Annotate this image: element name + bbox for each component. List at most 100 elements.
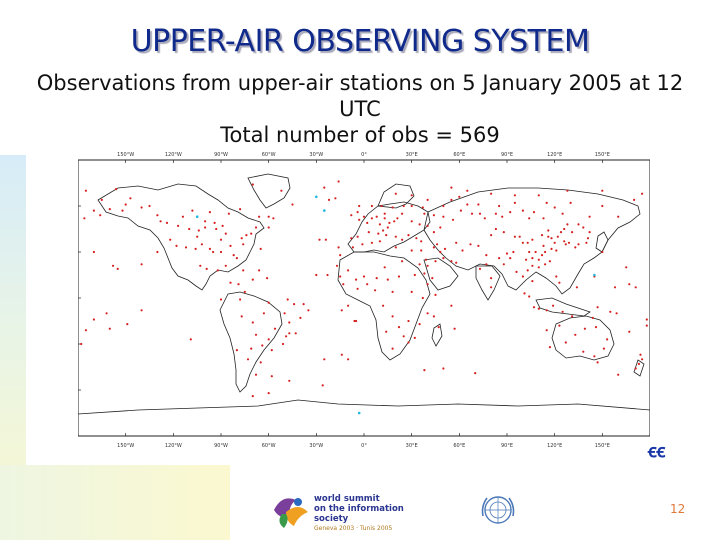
station-dot	[513, 235, 516, 238]
station-dot	[356, 287, 359, 290]
station-dot	[548, 260, 551, 263]
station-dot	[83, 217, 86, 220]
station-dot	[498, 257, 501, 260]
station-dot	[401, 238, 404, 241]
lon-tick-label-top: 60°W	[262, 152, 276, 158]
station-dot	[327, 198, 331, 201]
station-dot	[100, 198, 103, 201]
lon-tick-label-bottom: 90°E	[501, 443, 513, 448]
lon-tick-label-top: 90°W	[214, 152, 228, 158]
station-dot	[258, 269, 261, 272]
station-dot	[189, 338, 192, 341]
station-dot	[528, 250, 531, 254]
station-dot	[396, 217, 399, 220]
station-dot	[545, 329, 548, 332]
station-dot	[437, 326, 440, 329]
station-dot	[410, 249, 413, 252]
station-dot	[450, 186, 453, 189]
station-dot	[474, 372, 477, 375]
station-dot	[219, 250, 223, 254]
station-dot	[219, 298, 223, 301]
station-dot	[442, 257, 445, 260]
station-dot	[251, 278, 254, 281]
station-dot	[254, 333, 258, 336]
station-dot	[258, 215, 261, 218]
station-dot	[617, 373, 620, 376]
station-dot	[450, 304, 453, 307]
station-dot	[426, 224, 429, 227]
station-dot	[391, 206, 394, 209]
station-dot	[442, 215, 445, 218]
station-dot	[645, 318, 648, 321]
station-dot	[267, 392, 270, 395]
station-dot	[361, 243, 364, 246]
station-dot	[558, 324, 561, 327]
station-dot	[525, 258, 528, 261]
station-dot	[548, 346, 551, 349]
station-dot	[323, 358, 326, 361]
ecmwf-logo-icon: ꞓꞓ	[648, 441, 666, 462]
station-dot	[267, 226, 270, 229]
station-dot	[633, 198, 636, 201]
station-dot	[432, 214, 435, 217]
station-dot	[356, 235, 359, 238]
station-dot	[596, 306, 599, 309]
station-dot	[156, 250, 159, 254]
station-dot	[385, 234, 388, 237]
station-dot	[239, 208, 242, 211]
station-dot	[423, 212, 426, 215]
station-dot	[564, 341, 567, 344]
station-dot	[434, 260, 437, 263]
station-dot	[391, 315, 394, 318]
station-dot	[267, 338, 270, 341]
station-dot	[370, 204, 373, 208]
lon-tick-label-top: 30°W	[309, 152, 323, 158]
highlight-station-dot	[315, 195, 318, 199]
madagascar-outline	[431, 323, 443, 347]
station-dot	[426, 283, 429, 286]
station-dot	[358, 218, 361, 221]
station-dot	[490, 277, 493, 280]
station-dot	[485, 254, 488, 257]
station-dot	[367, 231, 370, 234]
india-outline	[475, 265, 501, 301]
station-dot	[450, 198, 453, 201]
station-dot	[601, 250, 604, 254]
station-dot	[594, 326, 598, 329]
station-dot	[175, 244, 178, 247]
station-dot	[523, 292, 526, 295]
station-dot	[204, 226, 207, 229]
station-dot	[383, 217, 386, 220]
north-america-outline	[97, 183, 265, 291]
subtitle-line-1: Observations from upper-air stations on …	[36, 71, 684, 95]
station-dot	[294, 332, 297, 335]
station-dot	[521, 275, 524, 278]
station-dot	[334, 197, 337, 200]
lon-tick-label-bottom: 30°W	[309, 443, 323, 448]
station-dot	[232, 254, 235, 257]
station-dot	[544, 250, 547, 254]
station-dot	[512, 250, 515, 254]
station-dot	[321, 384, 324, 387]
station-dot	[259, 361, 262, 364]
station-dot	[588, 231, 591, 234]
station-dot	[569, 201, 572, 204]
station-dot	[407, 319, 410, 323]
station-dot	[270, 349, 273, 352]
station-dot	[366, 283, 369, 286]
station-dot	[470, 212, 474, 215]
station-dot	[375, 215, 378, 218]
station-dot	[451, 218, 455, 221]
station-dot	[628, 283, 631, 286]
station-dot	[531, 257, 534, 260]
station-dot	[571, 315, 574, 318]
station-dot	[315, 273, 318, 277]
station-dot	[382, 229, 385, 232]
station-dot	[378, 240, 381, 243]
station-dot	[574, 246, 577, 249]
station-dot	[362, 215, 366, 218]
station-dot	[410, 204, 413, 208]
station-dot	[477, 203, 480, 206]
station-dot	[558, 281, 561, 284]
station-dot	[494, 227, 497, 231]
